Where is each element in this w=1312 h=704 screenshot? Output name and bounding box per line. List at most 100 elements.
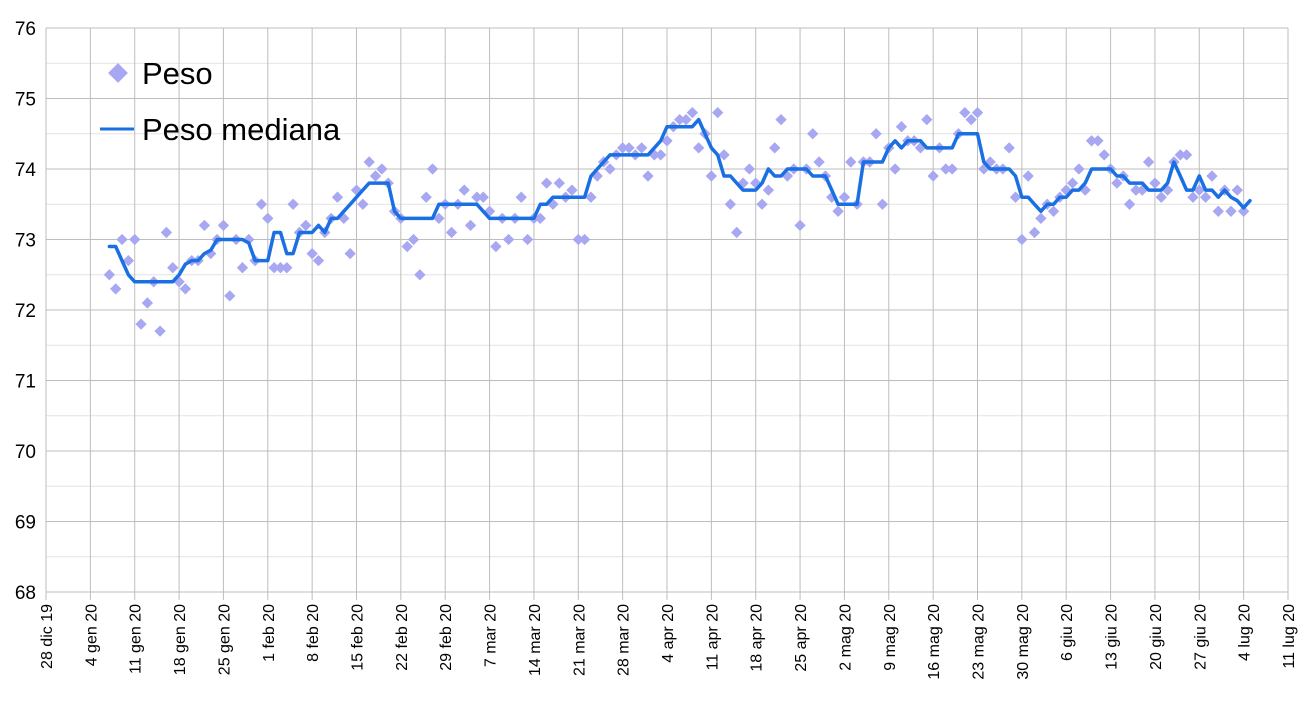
peso-point [635, 142, 648, 154]
peso-point [889, 163, 901, 175]
peso-point [661, 135, 673, 147]
peso-point [807, 128, 819, 140]
x-tick-label: 14 mar 20 [527, 604, 544, 676]
peso-point [724, 198, 737, 210]
peso-point [1066, 177, 1079, 189]
x-tick-label: 4 lug 20 [1237, 604, 1254, 661]
peso-point [521, 233, 534, 246]
peso-point [1174, 149, 1186, 161]
x-tick-label: 18 gen 20 [172, 604, 189, 675]
peso-point [236, 262, 249, 274]
x-tick-label: 4 gen 20 [83, 604, 100, 666]
peso-point [876, 198, 889, 210]
x-tick-label: 28 dic 19 [39, 604, 56, 669]
peso-point [1180, 149, 1193, 161]
peso-point [1206, 170, 1218, 182]
peso-point [769, 142, 781, 154]
x-tick-label: 29 feb 20 [438, 604, 455, 671]
x-tick-label: 30 mag 20 [1015, 604, 1032, 680]
x-tick-label: 8 feb 20 [305, 604, 322, 662]
x-tick-label: 4 apr 20 [660, 604, 677, 663]
peso-point [540, 177, 553, 189]
y-tick-label: 74 [15, 160, 37, 181]
x-tick-label: 27 giu 20 [1192, 604, 1209, 670]
peso-mediana-line [107, 117, 1252, 284]
peso-point [433, 212, 445, 225]
peso-point [1193, 184, 1205, 196]
peso-point [255, 198, 268, 210]
legend: Peso Peso mediana [100, 56, 341, 147]
peso-point [1155, 191, 1167, 203]
peso-point [490, 240, 502, 253]
peso-point [731, 226, 743, 239]
peso-point [306, 247, 318, 260]
peso-point [262, 212, 274, 225]
peso-point [1149, 177, 1161, 189]
peso-point [655, 149, 667, 161]
peso-point [167, 262, 179, 274]
peso-point [1123, 198, 1136, 210]
peso-point [224, 290, 236, 302]
peso-point [1237, 205, 1250, 217]
x-tick-label: 11 lug 20 [1281, 604, 1298, 669]
x-tick-label: 23 mag 20 [971, 604, 988, 680]
peso-point [1003, 142, 1015, 154]
peso-point [217, 219, 230, 232]
legend-label-peso-mediana: Peso mediana [142, 112, 341, 147]
x-tick-label: 18 apr 20 [749, 604, 766, 672]
peso-point [160, 226, 173, 239]
x-tick-label: 25 gen 20 [216, 604, 233, 675]
peso-point [566, 184, 578, 196]
peso-point [838, 191, 851, 203]
peso-point [794, 219, 806, 232]
peso-point [845, 156, 857, 168]
peso-point [642, 170, 654, 182]
peso-point [1035, 212, 1047, 225]
peso-point [331, 191, 344, 203]
x-tick-label: 28 mar 20 [616, 604, 633, 676]
peso-point [515, 191, 527, 203]
peso-point [179, 283, 192, 295]
series-peso-mediana [107, 117, 1252, 284]
peso-point [274, 262, 287, 274]
y-tick-label: 76 [15, 19, 36, 40]
peso-point [756, 198, 768, 210]
peso-point [718, 149, 730, 161]
peso-point [471, 191, 483, 203]
y-tick-label: 70 [15, 442, 36, 463]
peso-point [464, 219, 477, 232]
peso-point [1225, 205, 1237, 217]
y-tick-label: 68 [15, 583, 36, 604]
peso-point [578, 233, 591, 246]
peso-point [135, 318, 147, 330]
peso-point [604, 163, 616, 175]
peso-point [946, 163, 958, 175]
peso-point [1047, 205, 1060, 217]
peso-point [870, 128, 882, 140]
peso-point [369, 170, 382, 182]
x-tick-label: 9 mag 20 [882, 604, 899, 671]
peso-point [141, 297, 154, 309]
peso-point [623, 142, 635, 154]
peso-point [1085, 135, 1098, 147]
peso-point [705, 170, 718, 182]
peso-point [426, 163, 439, 175]
peso-point [940, 163, 952, 175]
peso-point [1092, 135, 1104, 147]
peso-point [129, 233, 141, 246]
peso-point [572, 233, 584, 246]
peso-point [420, 191, 432, 203]
peso-point [813, 156, 825, 168]
major-gridlines [45, 27, 1289, 600]
peso-point [300, 219, 312, 232]
peso-point [154, 325, 166, 337]
peso-point [1016, 233, 1028, 246]
peso-point [616, 142, 629, 154]
y-tick-label: 73 [15, 231, 36, 252]
peso-point [376, 163, 388, 175]
peso-point [585, 191, 597, 203]
legend-label-peso: Peso [142, 56, 213, 91]
y-axis-ticks: 68 69 70 71 72 73 74 75 76 [15, 19, 37, 604]
peso-point [1028, 226, 1041, 239]
peso-point [1199, 191, 1212, 203]
